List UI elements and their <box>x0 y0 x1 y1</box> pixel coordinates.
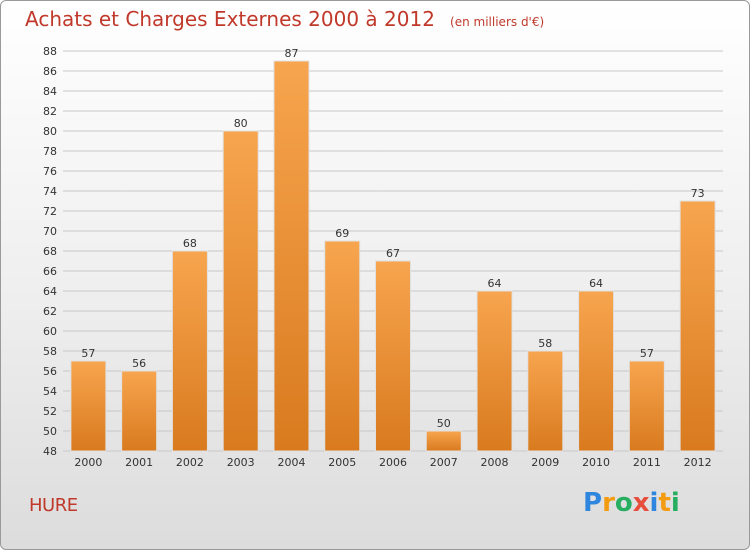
y-tick-label: 70 <box>43 225 57 238</box>
chart-subtitle: (en milliers d'€) <box>450 15 545 29</box>
x-tick-label: 2003 <box>227 456 255 469</box>
x-tick-label: 2006 <box>379 456 407 469</box>
data-label-2004: 87 <box>284 47 298 60</box>
y-tick-label: 86 <box>43 65 57 78</box>
y-tick-label: 80 <box>43 125 57 138</box>
bar-2008 <box>476 290 513 452</box>
commune-name: HURE <box>29 495 78 516</box>
data-label-2005: 69 <box>335 227 349 240</box>
x-tick-label: 2010 <box>582 456 610 469</box>
bar-2004 <box>273 60 310 452</box>
y-tick-label: 68 <box>43 245 57 258</box>
bar-2007 <box>425 430 462 452</box>
logo-letter: r <box>602 488 615 518</box>
x-tick-label: 2005 <box>328 456 356 469</box>
y-tick-label: 78 <box>43 145 57 158</box>
chart-title: Achats et Charges Externes 2000 à 2012 <box>25 7 435 31</box>
y-tick-label: 54 <box>43 385 57 398</box>
data-label-2012: 73 <box>691 187 705 200</box>
x-tick-label: 2002 <box>176 456 204 469</box>
bar-2012 <box>679 200 716 452</box>
bar-2010 <box>578 290 615 452</box>
data-label-2011: 57 <box>640 347 654 360</box>
y-tick-label: 66 <box>43 265 57 278</box>
bar-2005 <box>324 240 361 452</box>
logo-letter: t <box>658 488 671 518</box>
y-tick-label: 48 <box>43 445 57 458</box>
y-tick-label: 58 <box>43 345 57 358</box>
y-tick-label: 74 <box>43 185 57 198</box>
bar-2006 <box>375 260 411 452</box>
title-line: Achats et Charges Externes 2000 à 2012 (… <box>25 7 544 31</box>
bar-2003 <box>222 130 259 452</box>
logo-letter: o <box>614 488 633 518</box>
data-label-2000: 57 <box>81 347 95 360</box>
data-labels: 57 56 68 80 87 69 67 50 64 58 64 57 73 <box>81 47 704 430</box>
x-tick-label: 2001 <box>125 456 153 469</box>
y-tick-label: 72 <box>43 205 57 218</box>
y-tick-label: 60 <box>43 325 57 338</box>
logo-letter: i <box>649 488 659 518</box>
data-label-2002: 68 <box>183 237 197 250</box>
x-tick-label: 2000 <box>74 456 102 469</box>
y-tick-label: 52 <box>43 405 57 418</box>
y-axis: 48 50 52 54 56 58 60 62 64 66 68 70 72 74 76 78 80 82 84 86… <box>43 45 57 458</box>
y-tick-label: 62 <box>43 305 57 318</box>
x-tick-label: 2004 <box>277 456 305 469</box>
data-label-2006: 67 <box>386 247 400 260</box>
bars <box>70 60 716 452</box>
logo-letter: P <box>583 488 603 518</box>
y-tick-label: 50 <box>43 425 57 438</box>
bar-2009 <box>527 350 564 452</box>
bar-2011 <box>628 360 665 452</box>
bar-2002 <box>171 250 208 452</box>
x-tick-label: 2012 <box>684 456 712 469</box>
y-tick-label: 76 <box>43 165 57 178</box>
x-tick-label: 2007 <box>430 456 458 469</box>
data-label-2001: 56 <box>132 357 146 370</box>
data-label-2003: 80 <box>234 117 248 130</box>
y-tick-label: 84 <box>43 85 57 98</box>
y-tick-label: 64 <box>43 285 57 298</box>
data-label-2010: 64 <box>589 277 603 290</box>
bar-2000 <box>70 360 107 452</box>
bar-2001 <box>121 370 158 452</box>
x-axis: 2000 2001 2002 2003 2004 2005 2006 2007 2008 2009… <box>74 456 711 469</box>
data-label-2008: 64 <box>488 277 502 290</box>
x-tick-label: 2011 <box>633 456 661 469</box>
x-tick-label: 2009 <box>531 456 559 469</box>
proxiti-logo[interactable]: Proxiti <box>583 488 680 518</box>
logo-letter: x <box>632 488 650 518</box>
y-tick-label: 56 <box>43 365 57 378</box>
x-tick-label: 2008 <box>481 456 509 469</box>
y-tick-label: 88 <box>43 45 57 58</box>
y-tick-label: 82 <box>43 105 57 118</box>
data-label-2007: 50 <box>437 417 451 430</box>
logo-letter: i <box>670 488 680 518</box>
data-label-2009: 58 <box>538 337 552 350</box>
